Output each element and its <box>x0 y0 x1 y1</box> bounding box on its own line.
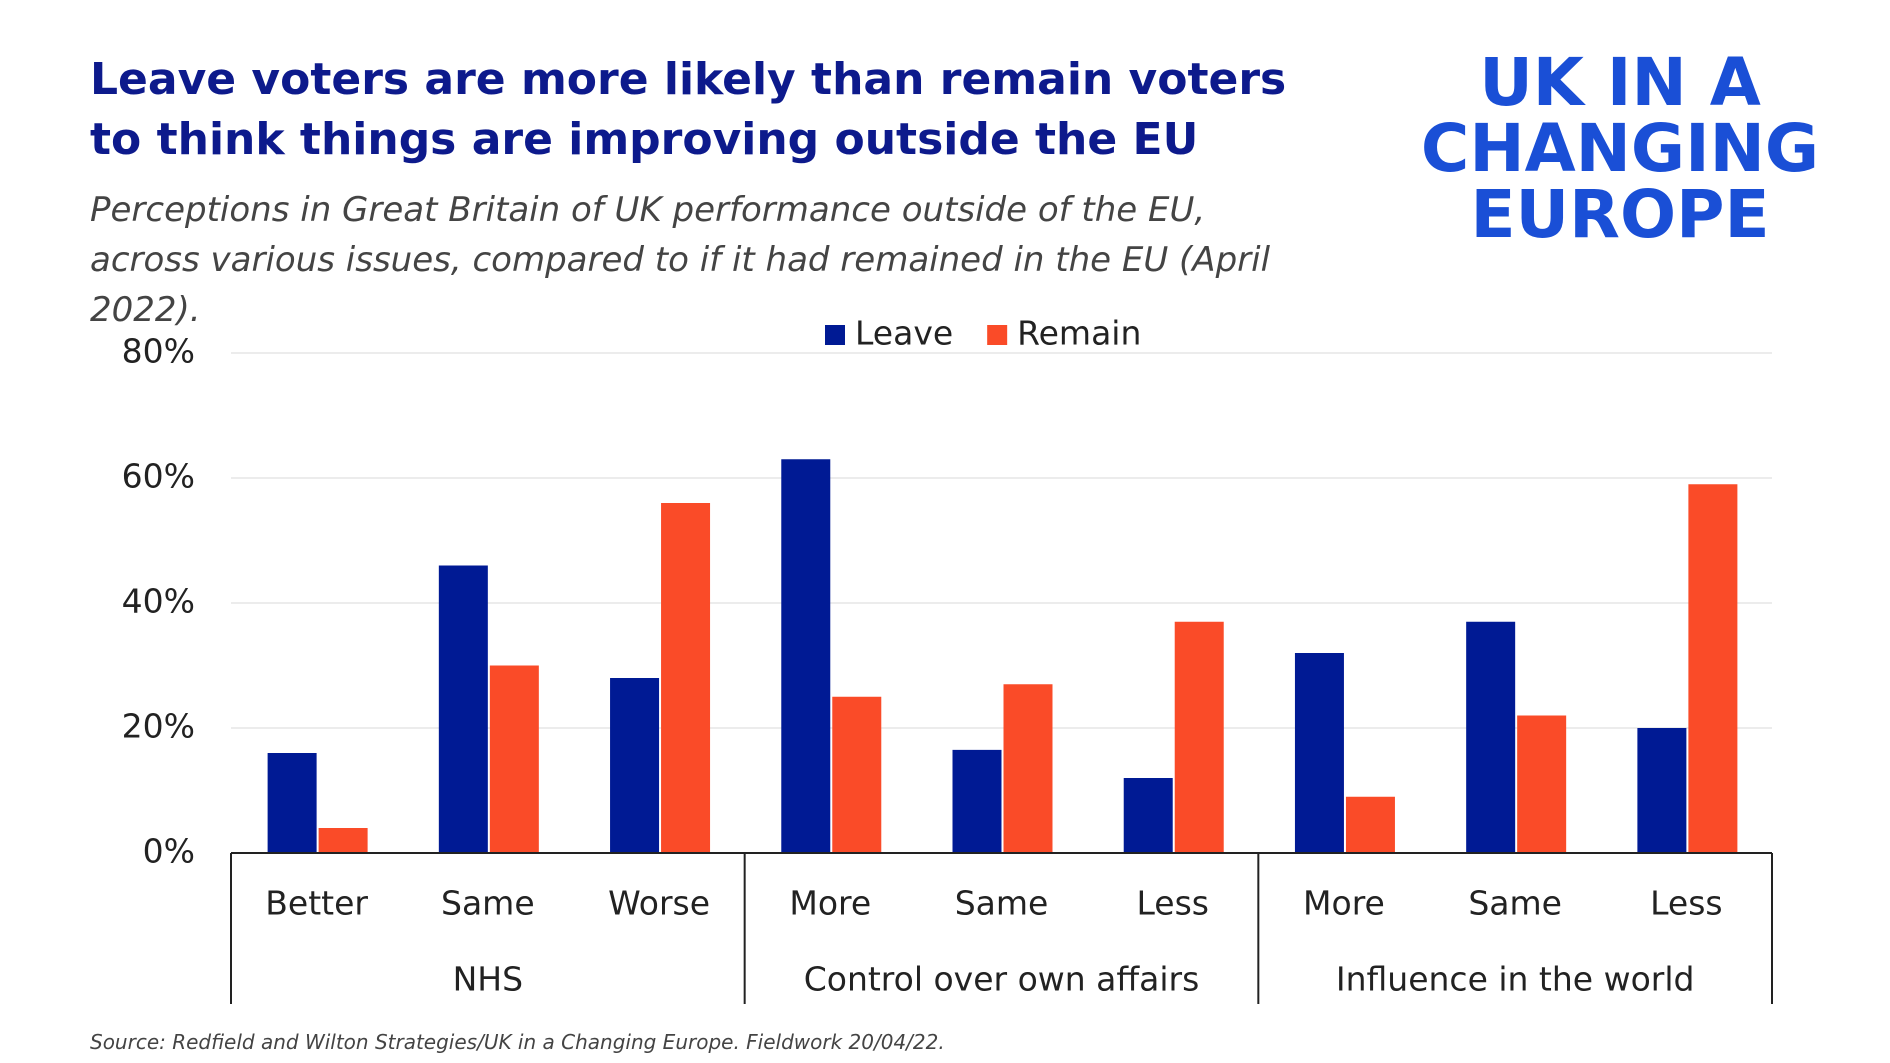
x-tick-label: Same <box>1468 884 1562 923</box>
legend-label: Leave <box>855 314 953 353</box>
bar <box>1294 653 1344 853</box>
group-label: Control over own affairs <box>804 960 1200 999</box>
bar <box>1174 621 1224 853</box>
group-label: NHS <box>453 960 523 999</box>
bar <box>438 565 488 853</box>
bar <box>1637 728 1687 853</box>
chart-subtitle: Perceptions in Great Britain of UK perfo… <box>90 190 1271 330</box>
bar <box>1345 796 1395 853</box>
bar <box>952 749 1002 853</box>
bar <box>489 665 539 853</box>
bar <box>267 753 317 853</box>
y-tick-label: 60% <box>122 457 195 496</box>
bar <box>1466 621 1516 853</box>
x-tick-label: More <box>1303 884 1385 923</box>
x-tick-label: Better <box>265 884 368 923</box>
logo-line: UK IN A <box>1479 44 1761 121</box>
x-tick-label: Same <box>441 884 535 923</box>
group-label: Influence in the world <box>1336 960 1695 999</box>
bar <box>1123 778 1173 853</box>
bar <box>661 503 711 853</box>
bar <box>832 696 882 853</box>
y-tick-label: 40% <box>122 582 195 621</box>
bar <box>1003 684 1053 853</box>
bar <box>1517 715 1567 853</box>
legend-label: Remain <box>1017 314 1141 353</box>
logo-line: CHANGING <box>1420 110 1820 187</box>
y-tick-label: 80% <box>122 332 195 371</box>
source-note: Source: Redfield and Wilton Strategies/U… <box>90 1030 945 1054</box>
chart-title: Leave voters are more likely than remain… <box>90 54 1287 165</box>
bar <box>610 678 660 853</box>
bar <box>318 828 368 853</box>
x-tick-label: Same <box>955 884 1049 923</box>
bar <box>1688 484 1738 853</box>
bar <box>781 459 831 853</box>
x-tick-label: More <box>789 884 871 923</box>
x-tick-label: Less <box>1650 884 1723 923</box>
x-tick-label: Less <box>1136 884 1209 923</box>
logo-line: EUROPE <box>1470 176 1770 253</box>
x-tick-label: Worse <box>608 884 710 923</box>
y-tick-label: 20% <box>122 707 195 746</box>
legend-swatch <box>825 325 845 345</box>
legend-swatch <box>987 325 1008 345</box>
y-tick-label: 0% <box>143 832 195 871</box>
logo: UK IN A CHANGING EUROPE <box>1400 50 1840 248</box>
